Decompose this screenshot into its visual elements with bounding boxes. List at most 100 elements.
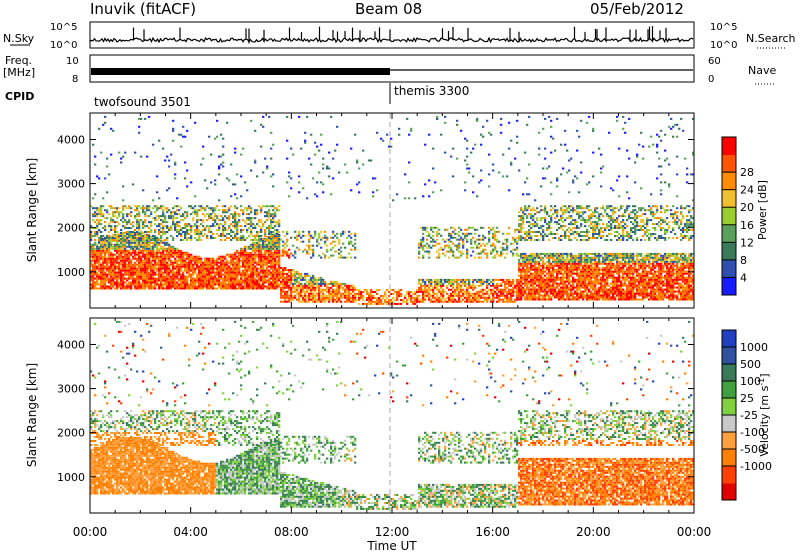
power-echo-cell	[308, 287, 310, 289]
power-echo-cell	[290, 148, 292, 150]
power-echo-cell	[534, 279, 536, 281]
power-echo-cell	[286, 233, 288, 235]
power-echo-cell	[192, 256, 194, 258]
power-echo-cell	[428, 253, 430, 255]
power-echo-cell	[264, 270, 266, 272]
power-echo-cell	[96, 246, 98, 248]
freq-band-twofsound	[91, 68, 390, 75]
power-echo-cell	[108, 288, 110, 290]
power-echo-cell	[434, 299, 436, 301]
power-echo-cell	[318, 243, 320, 245]
power-echo-cell	[102, 124, 104, 126]
power-echo-cell	[518, 267, 520, 269]
power-echo-cell	[152, 264, 154, 266]
power-echo-cell	[116, 278, 118, 280]
power-echo-cell	[526, 257, 528, 259]
power-echo-cell	[290, 275, 292, 277]
power-echo-cell	[206, 235, 208, 237]
power-echo-cell	[332, 285, 334, 287]
power-echo-cell	[146, 231, 148, 233]
power-echo-cell	[230, 258, 232, 260]
power-echo-cell	[262, 268, 264, 270]
power-echo-cell	[490, 134, 492, 136]
power-echo-cell	[116, 286, 118, 288]
power-echo-cell	[116, 282, 118, 284]
power-echo-cell	[120, 162, 122, 164]
power-echo-cell	[110, 207, 112, 209]
power-echo-cell	[540, 271, 542, 273]
power-echo-cell	[542, 177, 544, 179]
power-echo-cell	[494, 233, 496, 235]
power-echo-cell	[204, 268, 206, 270]
power-echo-cell	[134, 237, 136, 239]
power-echo-cell	[312, 297, 314, 299]
power-echo-cell	[536, 217, 538, 219]
power-echo-cell	[108, 286, 110, 288]
power-echo-cell	[122, 207, 124, 209]
power-echo-cell	[310, 285, 312, 287]
power-echo-cell	[252, 246, 254, 248]
power-echo-cell	[332, 177, 334, 179]
power-echo-cell	[150, 213, 152, 215]
power-echo-cell	[464, 291, 466, 293]
power-echo-cell	[454, 301, 456, 303]
power-echo-cell	[530, 237, 532, 239]
power-echo-cell	[522, 293, 524, 295]
power-echo-cell	[344, 291, 346, 293]
power-echo-cell	[128, 244, 130, 246]
power-echo-cell	[452, 253, 454, 255]
power-echo-cell	[212, 219, 214, 221]
power-echo-cell	[430, 237, 432, 239]
power-echo-cell	[360, 291, 362, 293]
power-echo-cell	[358, 297, 360, 299]
power-echo-cell	[252, 276, 254, 278]
power-echo-cell	[482, 297, 484, 299]
power-echo-cell	[396, 291, 398, 293]
power-echo-cell	[320, 257, 322, 259]
power-echo-cell	[274, 225, 276, 227]
power-echo-cell	[146, 246, 148, 248]
power-echo-cell	[136, 280, 138, 282]
power-echo-cell	[488, 173, 490, 175]
power-echo-cell	[98, 248, 100, 250]
power-echo-cell	[524, 273, 526, 275]
power-echo-cell	[114, 215, 116, 217]
power-echo-cell	[250, 225, 252, 227]
power-echo-cell	[354, 235, 356, 237]
power-echo-cell	[320, 247, 322, 249]
power-echo-cell	[528, 291, 530, 293]
power-echo-cell	[448, 257, 450, 259]
power-echo-cell	[462, 281, 464, 283]
power-echo-cell	[128, 274, 130, 276]
power-echo-cell	[444, 279, 446, 281]
power-echo-cell	[240, 195, 242, 197]
power-echo-cell	[482, 239, 484, 241]
power-echo-cell	[92, 250, 94, 252]
power-echo-cell	[466, 295, 468, 297]
power-echo-cell	[288, 269, 290, 271]
power-echo-cell	[156, 256, 158, 258]
power-echo-cell	[148, 231, 150, 233]
power-echo-cell	[260, 244, 262, 246]
power-echo-cell	[232, 282, 234, 284]
power-echo-cell	[114, 272, 116, 274]
power-echo-cell	[232, 213, 234, 215]
power-echo-cell	[418, 301, 420, 303]
power-echo-cell	[312, 245, 314, 247]
power-echo-cell	[292, 287, 294, 289]
power-echo-cell	[268, 258, 270, 260]
power-echo-cell	[212, 288, 214, 290]
power-echo-cell	[280, 271, 282, 273]
power-echo-cell	[308, 158, 310, 160]
power-echo-cell	[140, 256, 142, 258]
power-echo-cell	[138, 242, 140, 244]
power-echo-cell	[94, 268, 96, 270]
power-echo-cell	[518, 279, 520, 281]
power-echo-cell	[126, 207, 128, 209]
power-echo-cell	[132, 272, 134, 274]
power-echo-cell	[172, 120, 174, 122]
power-echo-cell	[228, 219, 230, 221]
power-echo-cell	[214, 264, 216, 266]
power-echo-cell	[310, 293, 312, 295]
power-echo-cell	[496, 227, 498, 229]
